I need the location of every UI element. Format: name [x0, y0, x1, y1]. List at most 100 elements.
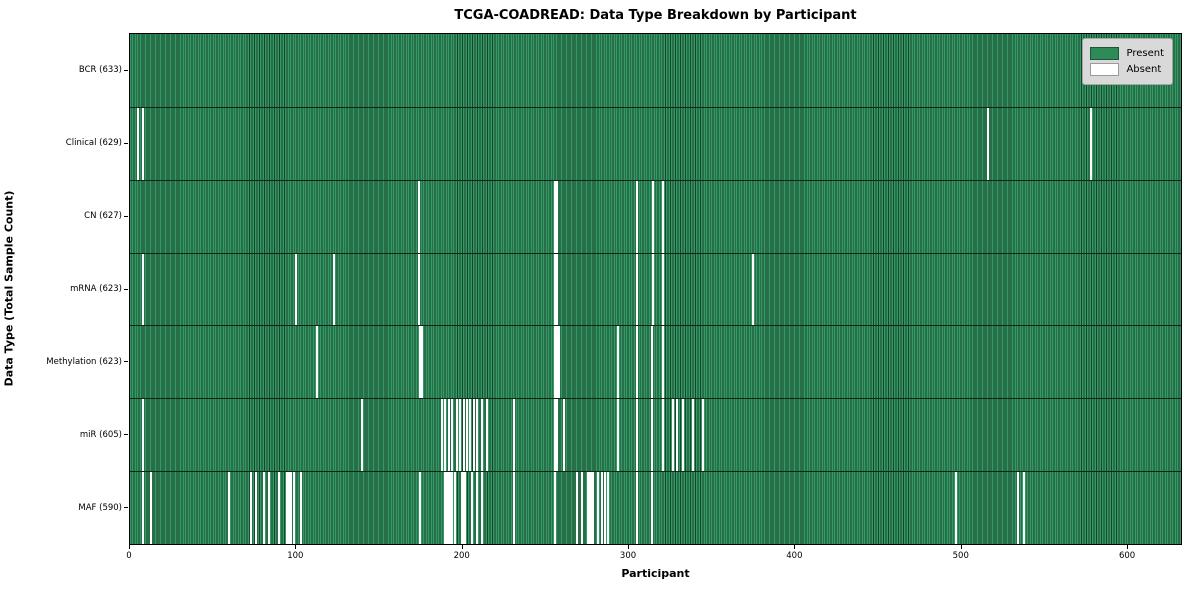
absent-mark-MAF-189	[444, 472, 447, 544]
absent-mark-MAF-195	[454, 472, 457, 544]
absent-mark-MAF-12	[149, 472, 152, 544]
absent-mark-mRNA-320	[662, 253, 665, 326]
absent-mark-MAF-59	[228, 472, 231, 544]
absent-mark-miR-344	[702, 399, 705, 472]
legend: Present Absent	[1082, 38, 1173, 85]
absent-mark-Methylation-293	[617, 326, 620, 399]
x-tick-0	[129, 545, 130, 549]
x-tick-label-100: 100	[287, 551, 304, 561]
absent-mark-miR-230	[512, 399, 515, 472]
absent-mark-MAF-199	[461, 472, 464, 544]
absent-mark-MAF-191	[447, 472, 450, 544]
absent-mark-Methylation-255	[554, 326, 557, 399]
absent-mark-Methylation-174	[419, 326, 422, 399]
x-tick-label-600: 600	[1118, 551, 1136, 561]
absent-mark-MAF-75	[254, 472, 257, 544]
x-tick-400	[794, 545, 796, 549]
x-tick-100	[295, 545, 297, 549]
x-tick-label-0: 0	[126, 551, 132, 561]
absent-mark-miR-260	[562, 399, 565, 472]
absent-mark-MAF-102	[299, 472, 302, 544]
x-tick-600	[1127, 545, 1129, 549]
absent-mark-miR-256	[555, 399, 558, 472]
absent-mark-miR-196	[456, 399, 459, 472]
row-BCR	[130, 34, 1181, 107]
absent-mark-mRNA-173	[417, 253, 420, 326]
absent-mark-CN-320	[662, 180, 665, 253]
x-tick-200	[461, 545, 463, 549]
legend-label: Present	[1126, 48, 1164, 59]
absent-mark-MAF-174	[419, 472, 422, 544]
y-tick-label-CN: CN (627)	[84, 211, 122, 222]
chart-title: TCGA-COADREAD: Data Type Breakdown by Pa…	[454, 8, 857, 23]
plot-area: Present Absent	[129, 33, 1182, 545]
row-mRNA	[130, 252, 1181, 326]
absent-mark-MAF-255	[554, 472, 557, 544]
rows-container	[130, 34, 1181, 544]
absent-mark-MAF-193	[451, 472, 454, 544]
absent-mark-miR-7	[141, 399, 144, 472]
absent-mark-CN-173	[417, 180, 420, 253]
absent-mark-CN-314	[652, 180, 655, 253]
absent-mark-MAF-83	[268, 472, 271, 544]
absent-mark-Methylation-313	[650, 326, 653, 399]
absent-mark-miR-202	[466, 399, 469, 472]
absent-mark-miR-304	[635, 399, 638, 472]
x-tick-label-300: 300	[619, 551, 637, 561]
absent-mark-mRNA-314	[652, 253, 655, 326]
legend-swatch-present	[1090, 47, 1120, 60]
absent-mark-Clinical-515	[986, 107, 989, 180]
absent-mark-miR-214	[485, 399, 488, 472]
absent-mark-CN-256	[555, 180, 558, 253]
x-tick-label-400: 400	[786, 551, 803, 561]
row-MAF	[130, 471, 1181, 544]
absent-mark-MAF-285	[604, 472, 607, 544]
absent-mark-MAF-271	[580, 472, 583, 544]
absent-mark-MAF-277	[590, 472, 593, 544]
absent-mark-MAF-89	[278, 472, 281, 544]
absent-mark-MAF-304	[635, 472, 638, 544]
y-tick-CN	[124, 215, 128, 217]
absent-mark-MAF-98	[293, 472, 296, 544]
absent-mark-mRNA-256	[555, 253, 558, 326]
absent-mark-MAF-208	[476, 472, 478, 544]
absent-mark-MAF-268	[575, 472, 578, 544]
absent-mark-miR-206	[472, 399, 475, 472]
absent-mark-CN-304	[635, 180, 638, 253]
absent-mark-Clinical-4	[136, 107, 139, 180]
y-tick-BCR	[124, 69, 128, 71]
absent-mark-MAF-278	[592, 472, 595, 544]
absent-mark-MAF-276	[589, 472, 592, 544]
absent-mark-miR-211	[481, 399, 483, 472]
absent-mark-MAF-192	[449, 472, 452, 544]
x-tick-300	[628, 545, 630, 549]
absent-mark-miR-338	[692, 399, 695, 472]
y-tick-Methylation	[124, 361, 128, 363]
absent-mark-mRNA-374	[752, 253, 755, 326]
absent-mark-MAF-281	[597, 472, 600, 544]
absent-mark-MAF-283	[600, 472, 603, 544]
absent-mark-MAF-211	[481, 472, 483, 544]
absent-mark-CN-255	[554, 180, 557, 253]
absent-mark-Methylation-320	[662, 326, 665, 399]
absent-mark-MAF-205	[471, 472, 474, 544]
absent-mark-Methylation-304	[635, 326, 638, 399]
absent-mark-MAF-496	[955, 472, 958, 544]
absent-mark-miR-332	[682, 399, 685, 472]
absent-mark-MAF-95	[288, 472, 291, 544]
absent-mark-MAF-287	[607, 472, 610, 544]
absent-mark-MAF-94	[286, 472, 289, 544]
absent-mark-miR-320	[662, 399, 665, 472]
absent-mark-miR-204	[469, 399, 472, 472]
absent-mark-miR-193	[451, 399, 454, 472]
absent-mark-mRNA-255	[554, 253, 557, 326]
absent-mark-miR-255	[554, 399, 557, 472]
legend-label: Absent	[1126, 64, 1162, 75]
absent-mark-miR-139	[361, 399, 364, 472]
y-tick-label-MAF: MAF (590)	[78, 502, 122, 513]
absent-mark-MAF-537	[1023, 472, 1026, 544]
y-tick-miR	[124, 434, 128, 436]
absent-mark-mRNA-122	[332, 253, 335, 326]
absent-mark-miR-313	[650, 399, 653, 472]
